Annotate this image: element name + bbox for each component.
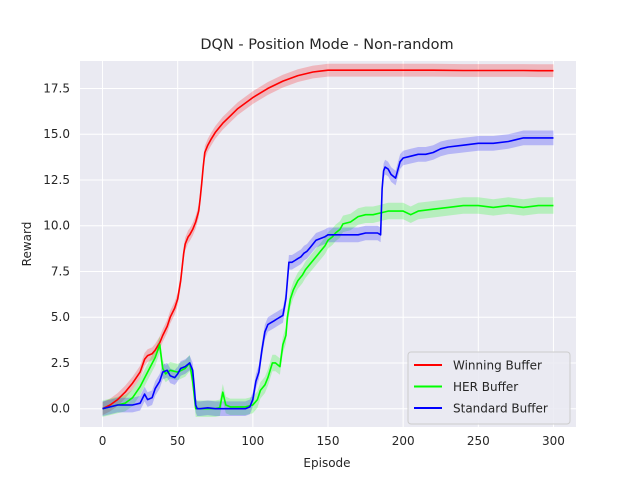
legend-entry-winning-buffer: Winning Buffer — [414, 359, 542, 373]
y-tick-label: 15.0 — [43, 127, 70, 141]
chart-title: DQN - Position Mode - Non-random — [200, 37, 453, 53]
y-tick-label: 12.5 — [43, 173, 70, 187]
x-tick-label: 0 — [99, 434, 107, 448]
x-tick-label: 150 — [317, 434, 340, 448]
legend-entry-standard-buffer: Standard Buffer — [414, 402, 548, 416]
y-tick-label: 5.0 — [51, 310, 70, 324]
x-tick-label: 100 — [241, 434, 264, 448]
legend-entry-her-buffer: HER Buffer — [414, 380, 518, 394]
series-lines — [102, 69, 554, 410]
her-buffer-line — [102, 204, 554, 410]
y-axis-ticks: 0.0 2.5 5.0 7.5 10.0 12.5 15.0 17.5 — [43, 81, 70, 415]
y-tick-label: 10.0 — [43, 219, 70, 233]
legend-frame — [407, 351, 571, 425]
legend-label: Standard Buffer — [453, 402, 548, 416]
x-tick-label: 200 — [392, 434, 415, 448]
legend-label: Winning Buffer — [453, 359, 542, 373]
legend: Winning Buffer HER Buffer Standard Buffer — [407, 351, 571, 425]
x-tick-label: 250 — [467, 434, 490, 448]
winning-buffer-line — [102, 69, 554, 410]
y-tick-label: 7.5 — [51, 264, 70, 278]
legend-label: HER Buffer — [453, 380, 518, 394]
y-tick-label: 17.5 — [43, 81, 70, 95]
y-tick-label: 2.5 — [51, 356, 70, 370]
x-tick-label: 300 — [542, 434, 565, 448]
x-axis-ticks: 0 50 100 150 200 250 300 — [99, 434, 565, 448]
y-axis-label: Reward — [20, 222, 34, 267]
x-tick-label: 50 — [170, 434, 185, 448]
y-tick-label: 0.0 — [51, 402, 70, 416]
standard-buffer-line — [102, 137, 554, 410]
x-axis-label: Episode — [303, 456, 350, 470]
